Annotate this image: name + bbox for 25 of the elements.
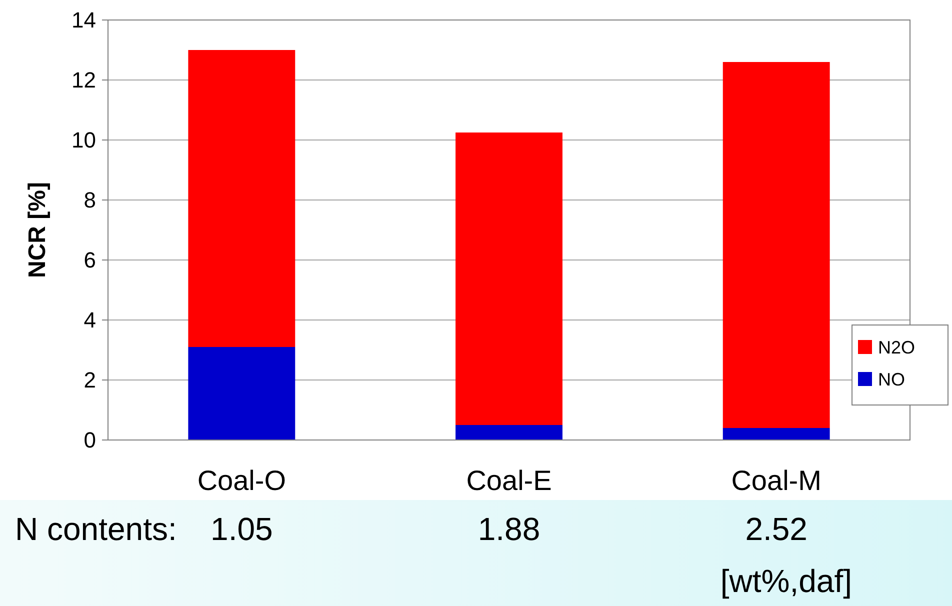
y-tick-label: 12: [72, 68, 96, 93]
y-tick-label: 8: [84, 188, 96, 213]
y-tick-label: 4: [84, 308, 96, 333]
legend-label: NO: [878, 369, 905, 390]
bar: [456, 425, 562, 440]
bar: [188, 50, 296, 347]
text: N contents:: [15, 511, 177, 547]
bar: [456, 132, 562, 425]
y-axis-title: NCR [%]: [24, 182, 51, 278]
y-tick-label: 2: [84, 368, 96, 393]
text: 1.88: [478, 511, 540, 547]
text: 2.52: [745, 511, 808, 547]
text: 1.05: [210, 511, 273, 547]
y-tick-label: 14: [72, 8, 96, 33]
y-tick-label: 10: [72, 128, 96, 153]
legend-label: N2O: [878, 337, 916, 358]
x-tick-label: Coal-O: [197, 465, 286, 496]
text: [wt%,daf]: [720, 563, 852, 599]
x-tick-label: Coal-M: [731, 465, 822, 496]
y-tick-label: 6: [84, 248, 96, 273]
x-tick-label: Coal-E: [466, 465, 552, 496]
bar: [188, 347, 296, 440]
y-tick-label: 0: [84, 428, 96, 453]
bar: [722, 62, 830, 428]
bar: [722, 428, 830, 440]
